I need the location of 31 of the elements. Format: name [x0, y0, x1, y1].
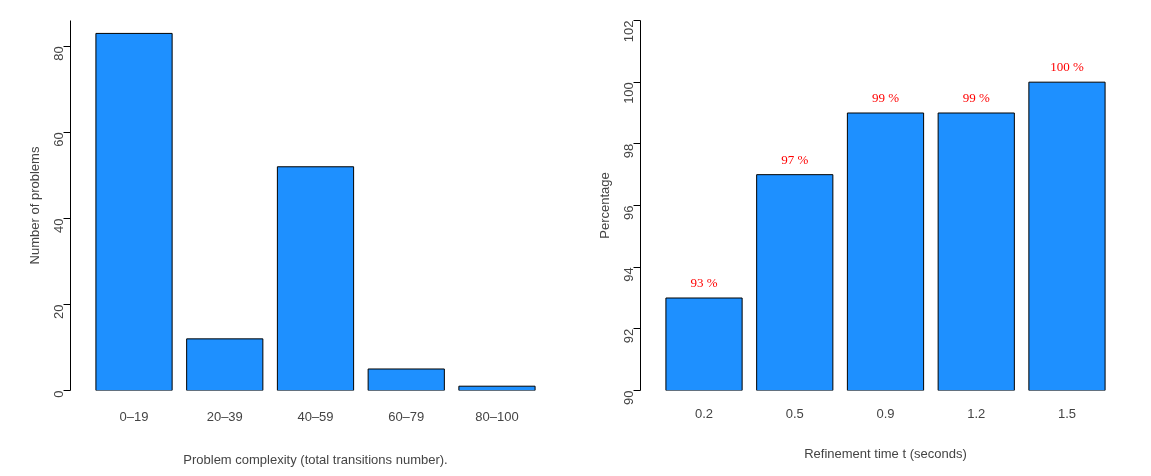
data-label: 99 %	[871, 90, 900, 105]
y-tick-label: 96	[621, 205, 636, 220]
x-tick-label: 0–19	[119, 408, 149, 424]
y-tick-label: 94	[621, 267, 636, 282]
y-tick-label: 60	[51, 132, 66, 147]
x-tick-label: 20–39	[206, 408, 243, 424]
y-tick-label: 40	[51, 218, 66, 233]
x-tick-label: 1.2	[967, 405, 986, 421]
y-tick-label: 0	[51, 390, 66, 398]
data-label: 97 %	[781, 151, 809, 167]
data-label: 100 %	[1050, 59, 1084, 75]
data-label: 99 %	[962, 90, 990, 105]
x-tick-label: 40–59	[297, 408, 334, 424]
x-tick-label: 60–79	[388, 408, 425, 424]
x-axis-title: Refinement time t (seconds)	[804, 445, 967, 461]
y-tick-label: 102	[621, 20, 636, 43]
x-tick-label: 0.2	[694, 405, 714, 421]
y-tick-label: 90	[621, 390, 636, 405]
x-tick-label: 0.5	[785, 405, 804, 421]
x-axis-title: Problem complexity (total transitions number).	[183, 451, 448, 467]
y-tick-label: 20	[51, 304, 66, 319]
x-tick-label: 0.9	[876, 405, 895, 421]
y-tick-label: 80	[51, 46, 66, 61]
data-label: 93 %	[690, 275, 718, 290]
x-tick-label: 1.5	[1057, 405, 1077, 421]
y-axis-title: Number of problems	[26, 146, 42, 265]
x-tick-label: 80–100	[475, 408, 519, 424]
y-tick-label: 92	[621, 328, 636, 344]
y-axis-title: Percentage	[596, 172, 612, 239]
y-tick-label: 100	[621, 82, 636, 104]
y-tick-label: 98	[621, 143, 636, 159]
